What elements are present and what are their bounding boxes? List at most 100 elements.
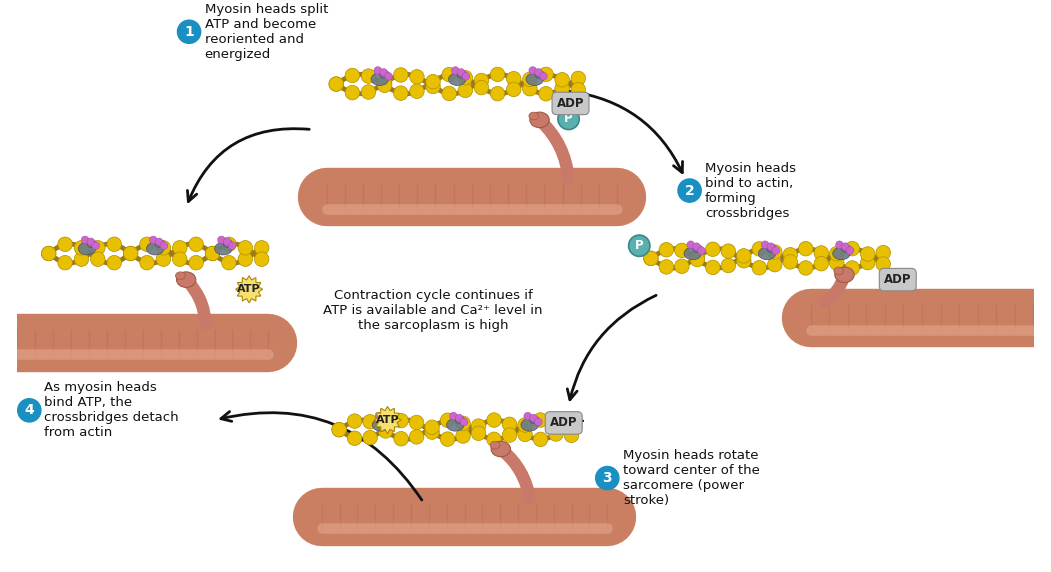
Ellipse shape [521,419,538,431]
Circle shape [426,74,440,89]
Circle shape [58,256,73,270]
Ellipse shape [834,267,854,283]
Circle shape [160,242,168,249]
Ellipse shape [87,240,97,248]
Text: 2: 2 [684,184,695,197]
Ellipse shape [530,416,539,424]
Circle shape [374,66,382,74]
Circle shape [238,241,252,255]
Circle shape [767,245,782,259]
Circle shape [178,20,201,43]
Circle shape [687,241,695,249]
Circle shape [440,432,455,446]
Circle shape [753,241,766,256]
Circle shape [533,432,548,447]
Circle shape [156,238,163,246]
Circle shape [675,259,689,273]
Circle shape [753,260,766,275]
Circle shape [218,236,225,244]
Circle shape [332,422,347,437]
Circle shape [90,252,105,267]
Polygon shape [235,276,263,303]
Circle shape [107,237,122,252]
Ellipse shape [156,240,165,248]
Circle shape [362,69,376,84]
Circle shape [377,76,392,90]
Circle shape [487,413,501,427]
Circle shape [705,242,720,256]
Circle shape [458,83,473,98]
Ellipse shape [759,247,776,260]
Circle shape [659,243,674,257]
Ellipse shape [457,70,467,78]
Text: Myosin heads
bind to actin,
forming
crossbridges: Myosin heads bind to actin, forming cros… [705,161,796,220]
Ellipse shape [684,247,701,260]
Ellipse shape [842,245,851,252]
Circle shape [460,418,468,426]
Circle shape [549,427,563,441]
Circle shape [535,69,542,76]
Text: 3: 3 [602,471,612,485]
Ellipse shape [214,243,232,255]
Circle shape [123,246,138,261]
Text: ADP: ADP [557,97,584,110]
Circle shape [107,256,122,270]
Ellipse shape [526,73,543,85]
Circle shape [815,256,828,271]
Ellipse shape [491,442,511,457]
Circle shape [329,77,344,92]
Circle shape [224,238,231,246]
Circle shape [87,238,95,246]
Circle shape [783,255,798,269]
Circle shape [474,80,489,95]
Circle shape [555,73,570,87]
Circle shape [363,415,377,429]
Circle shape [698,247,705,255]
Circle shape [441,67,456,82]
Ellipse shape [380,416,391,424]
Text: ATP: ATP [238,284,261,295]
Circle shape [380,414,389,422]
Circle shape [440,413,455,427]
Circle shape [539,86,553,101]
Circle shape [363,430,377,445]
Circle shape [254,252,269,267]
Circle shape [571,71,585,86]
Ellipse shape [449,73,466,85]
Circle shape [345,85,359,100]
Circle shape [462,73,470,80]
Ellipse shape [79,243,96,255]
Circle shape [222,256,236,270]
Circle shape [705,260,720,275]
Circle shape [375,412,383,420]
Circle shape [172,241,187,255]
Text: P: P [635,239,643,252]
Text: Myosin heads rotate
toward center of the
sarcomere (power
stroke): Myosin heads rotate toward center of the… [623,449,760,507]
Circle shape [58,237,73,252]
Ellipse shape [176,272,185,280]
Circle shape [783,248,798,262]
Circle shape [205,246,220,261]
Circle shape [487,432,501,447]
Circle shape [571,82,585,97]
Circle shape [507,82,521,97]
Ellipse shape [372,419,390,431]
Circle shape [564,428,579,443]
Text: As myosin heads
bind ATP, the
crossbridges detach
from actin: As myosin heads bind ATP, the crossbridg… [44,382,179,439]
Circle shape [518,418,532,432]
Circle shape [530,414,537,422]
Circle shape [535,418,542,426]
Text: ADP: ADP [884,273,911,286]
Circle shape [332,422,347,437]
Ellipse shape [224,240,233,248]
Circle shape [386,418,393,426]
Circle shape [157,252,170,267]
Circle shape [205,246,220,261]
Circle shape [539,73,548,80]
Circle shape [394,431,409,446]
Circle shape [596,467,619,490]
Circle shape [471,426,486,440]
Circle shape [149,236,157,244]
Circle shape [329,77,344,92]
Text: Myosin heads split
ATP and become
reoriented and
energized: Myosin heads split ATP and become reorie… [205,3,328,61]
